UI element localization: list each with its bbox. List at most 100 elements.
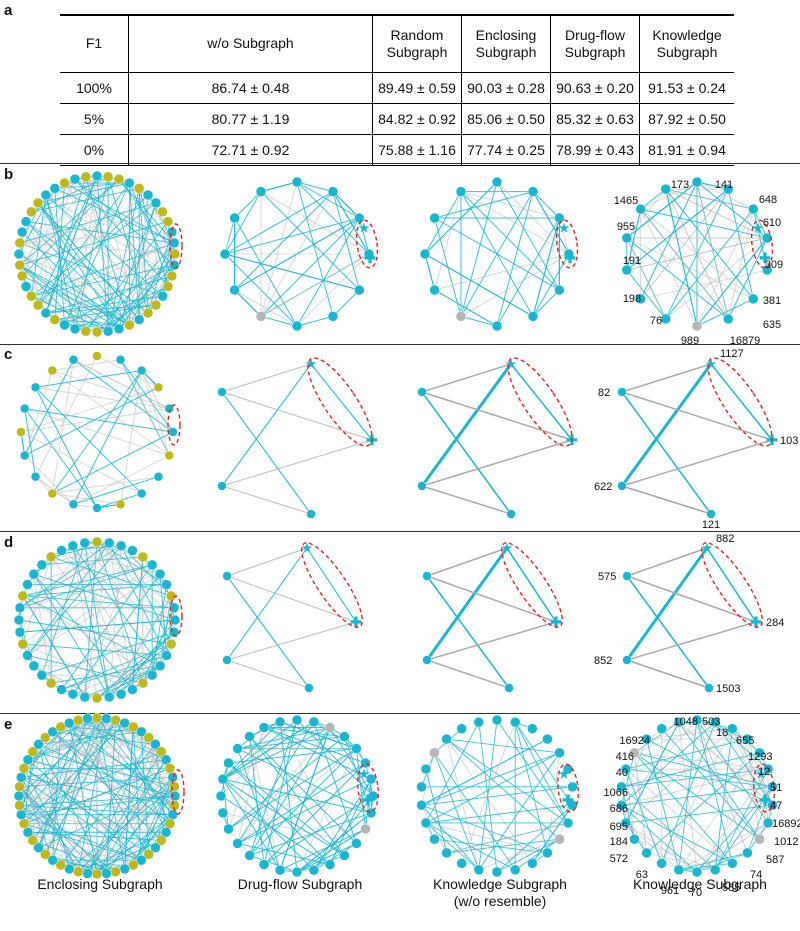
graph-edge bbox=[263, 795, 374, 865]
graph-edge bbox=[129, 182, 157, 204]
graph-edge bbox=[559, 786, 573, 840]
graph-node bbox=[673, 864, 685, 876]
graph-edge bbox=[19, 264, 87, 332]
graph-edge bbox=[625, 804, 773, 824]
graph-edge bbox=[434, 752, 480, 870]
graph-edge bbox=[27, 759, 142, 861]
star-node-icon: ★ bbox=[506, 357, 517, 371]
graph-node bbox=[67, 688, 79, 700]
node-label: 1127 bbox=[720, 348, 744, 360]
node-label: 610 bbox=[763, 217, 781, 229]
graph-node bbox=[157, 290, 168, 302]
node-label: 47 bbox=[770, 800, 782, 812]
graph-edge bbox=[260, 217, 360, 317]
graph-edge bbox=[69, 722, 175, 787]
graph-node bbox=[306, 509, 316, 519]
graph-node bbox=[660, 183, 672, 195]
graph-edge bbox=[461, 722, 516, 864]
node-label: 16892 bbox=[772, 818, 800, 830]
graph-edge bbox=[696, 237, 768, 327]
graph-edge bbox=[221, 363, 312, 487]
graph-node bbox=[115, 354, 126, 365]
graph-node bbox=[748, 293, 759, 305]
graph-node bbox=[339, 850, 350, 861]
graph-edge bbox=[237, 721, 315, 844]
star-node-icon: ★ bbox=[706, 357, 717, 371]
graph-edge bbox=[678, 721, 773, 806]
graph-node bbox=[722, 313, 734, 325]
graph-edge bbox=[421, 804, 548, 854]
graph-node bbox=[143, 732, 154, 743]
graph-node bbox=[17, 638, 29, 650]
graph-edge bbox=[24, 386, 159, 456]
graph-edge bbox=[37, 202, 120, 330]
graph-edge bbox=[33, 573, 110, 698]
graph-edge bbox=[460, 191, 534, 317]
graph-edge bbox=[37, 182, 130, 306]
graph-node bbox=[304, 683, 314, 693]
graph-node bbox=[64, 863, 75, 875]
graph-node bbox=[656, 723, 667, 734]
graph-node bbox=[142, 307, 154, 319]
graph-edge bbox=[425, 822, 480, 871]
graph-node bbox=[660, 313, 672, 325]
graph-edge bbox=[64, 182, 175, 244]
graph-edge bbox=[665, 208, 754, 320]
star-node-icon: ★ bbox=[359, 221, 370, 235]
graph-edge bbox=[249, 854, 298, 873]
graph-edge bbox=[332, 191, 360, 219]
graph-edge bbox=[634, 721, 680, 754]
graph-node bbox=[155, 835, 167, 846]
graph-node bbox=[222, 655, 232, 665]
graph-edge bbox=[96, 643, 172, 699]
graph-node bbox=[217, 773, 229, 785]
graph-edge bbox=[425, 804, 573, 824]
graph-edge bbox=[37, 175, 98, 306]
graph-edge bbox=[61, 643, 172, 690]
graph-node bbox=[166, 270, 178, 282]
graph-node bbox=[429, 284, 440, 296]
graph-edge bbox=[296, 315, 334, 327]
node-label: 141 bbox=[715, 179, 733, 191]
column-title-text: Enclosing Subgraph bbox=[37, 876, 163, 892]
graph-edge bbox=[20, 431, 142, 494]
node-label: 18 bbox=[716, 727, 728, 739]
graph-edge bbox=[32, 751, 175, 788]
graph-node bbox=[80, 325, 92, 337]
graph-node bbox=[27, 746, 39, 757]
graph-node bbox=[219, 248, 231, 260]
graph-edge bbox=[425, 768, 448, 853]
graph-edge bbox=[19, 786, 88, 874]
graph-node bbox=[417, 387, 427, 397]
graph-node bbox=[215, 790, 227, 802]
graph-edge bbox=[96, 722, 126, 875]
graph-edge bbox=[421, 363, 512, 393]
row-d-graphs: ★ ✚ ★ ✚ ★ ✚ 882 575 284 852 1503 bbox=[13, 533, 784, 704]
graph-edge bbox=[226, 659, 310, 689]
graph-edge bbox=[446, 838, 560, 854]
graph-node bbox=[16, 772, 27, 783]
target-pair-highlight bbox=[507, 357, 573, 447]
node-label: 191 bbox=[623, 255, 641, 267]
star-node-icon: ★ bbox=[559, 767, 570, 781]
column-title-drug-flow: Drug-flow Subgraph bbox=[200, 876, 400, 893]
graph-edge bbox=[279, 727, 331, 871]
graph-edge bbox=[226, 575, 357, 623]
graph-edge bbox=[52, 493, 121, 505]
graph-node bbox=[327, 311, 339, 322]
graph-node bbox=[161, 579, 172, 590]
column-title-text: Knowledge Subgraph bbox=[633, 876, 767, 892]
star-node-icon: ★ bbox=[702, 541, 713, 555]
graph-edge bbox=[496, 191, 534, 327]
graph-edge bbox=[260, 191, 360, 291]
graph-edge bbox=[33, 573, 176, 621]
graph-edge bbox=[759, 752, 769, 823]
graph-node bbox=[563, 248, 575, 260]
graph-node bbox=[754, 747, 765, 759]
graph-node bbox=[115, 540, 127, 552]
graph-edge bbox=[532, 191, 570, 255]
graph-edge bbox=[226, 621, 357, 661]
graph-edge bbox=[626, 237, 667, 320]
node-label: 63 bbox=[636, 869, 648, 881]
